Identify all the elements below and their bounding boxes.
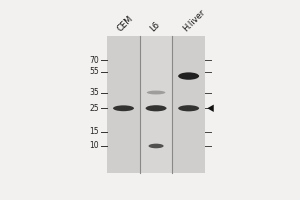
Bar <box>140 36 172 173</box>
Ellipse shape <box>146 105 167 111</box>
Ellipse shape <box>113 105 134 111</box>
Text: 55: 55 <box>89 67 99 76</box>
Ellipse shape <box>147 91 165 94</box>
Polygon shape <box>207 105 214 112</box>
Bar <box>172 36 205 173</box>
Text: 25: 25 <box>89 104 99 113</box>
Text: H.liver: H.liver <box>181 8 207 33</box>
Ellipse shape <box>178 105 199 111</box>
Ellipse shape <box>178 72 199 80</box>
Text: 70: 70 <box>89 56 99 65</box>
Text: L6: L6 <box>148 20 162 33</box>
Text: CEM: CEM <box>116 14 135 33</box>
Text: 10: 10 <box>89 141 99 150</box>
Text: 35: 35 <box>89 88 99 97</box>
Bar <box>107 36 140 173</box>
Ellipse shape <box>148 144 164 148</box>
Text: 15: 15 <box>89 127 99 136</box>
